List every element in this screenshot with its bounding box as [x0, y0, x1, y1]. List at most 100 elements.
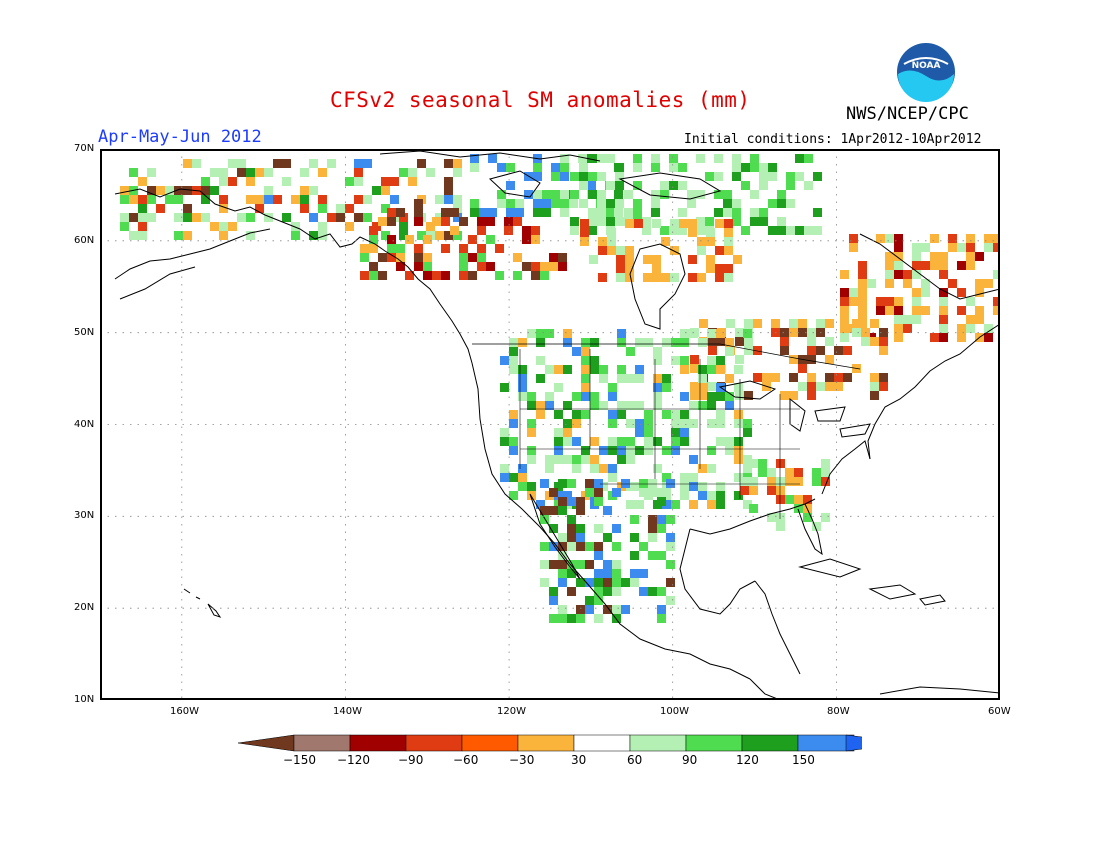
- anomaly-cell: [572, 437, 581, 446]
- anomaly-cell: [273, 159, 282, 168]
- anomaly-cell: [228, 177, 237, 186]
- anomaly-cell: [540, 262, 549, 271]
- anomaly-cell: [734, 437, 743, 446]
- anomaly-cell: [768, 226, 777, 235]
- anomaly-cell: [567, 587, 576, 596]
- anomaly-cell: [707, 500, 716, 509]
- legend-label: 30: [571, 753, 587, 767]
- anomaly-cell: [183, 186, 192, 195]
- anomaly-cell: [608, 383, 617, 392]
- anomaly-cell: [894, 306, 903, 315]
- anomaly-cell: [354, 213, 363, 222]
- anomaly-cell: [879, 337, 888, 346]
- anomaly-cell: [840, 297, 849, 306]
- anomaly-cell: [939, 252, 948, 261]
- lat-label-30n: 30N: [74, 510, 95, 521]
- anomaly-cell: [696, 190, 705, 199]
- anomaly-cell: [513, 253, 522, 262]
- anomaly-cell: [957, 261, 966, 270]
- anomaly-cell: [804, 181, 813, 190]
- anomaly-cell: [621, 578, 630, 587]
- anomaly-cell: [669, 154, 678, 163]
- anomaly-cell: [648, 533, 657, 542]
- anomaly-cell: [743, 455, 752, 464]
- anomaly-cell: [816, 319, 825, 328]
- anomaly-cell: [590, 437, 599, 446]
- anomaly-cell: [725, 401, 734, 410]
- anomaly-cell: [567, 497, 576, 506]
- anomaly-cell: [558, 506, 567, 515]
- anomaly-cell: [698, 338, 707, 347]
- anomaly-cell: [414, 199, 423, 208]
- anomaly-cell: [540, 479, 549, 488]
- anomaly-cell: [812, 522, 821, 531]
- anomaly-cell: [630, 533, 639, 542]
- anomaly-cell: [821, 513, 830, 522]
- anomaly-cell: [603, 578, 612, 587]
- anomaly-cell: [606, 199, 615, 208]
- anomaly-cell: [616, 246, 625, 255]
- anomaly-cell: [558, 560, 567, 569]
- anomaly-cell: [551, 190, 560, 199]
- anomaly-cell: [825, 337, 834, 346]
- anomaly-cell: [740, 486, 749, 495]
- anomaly-cell: [648, 479, 657, 488]
- anomaly-cell: [219, 222, 228, 231]
- anomaly-cell: [993, 243, 1000, 252]
- anomaly-cell: [585, 488, 594, 497]
- anomaly-cell: [129, 168, 138, 177]
- anomaly-cell: [716, 437, 725, 446]
- anomaly-cell: [696, 217, 705, 226]
- anomaly-cell: [732, 154, 741, 163]
- anomaly-cell: [699, 391, 708, 400]
- anomaly-cell: [696, 154, 705, 163]
- anomaly-cell: [363, 159, 372, 168]
- anomaly-cell: [662, 491, 671, 500]
- anomaly-cell: [786, 199, 795, 208]
- lon-label-100w: 100W: [660, 706, 689, 717]
- anomaly-cell: [912, 270, 921, 279]
- anomaly-cell: [567, 560, 576, 569]
- anomaly-cell: [813, 208, 822, 217]
- anomaly-cell: [588, 172, 597, 181]
- anomaly-cell: [957, 333, 966, 342]
- anomaly-cell: [789, 373, 798, 382]
- anomaly-cell: [282, 159, 291, 168]
- anomaly-cell: [453, 231, 462, 240]
- anomaly-cell: [318, 204, 327, 213]
- anomaly-cell: [708, 337, 717, 346]
- anomaly-cell: [585, 560, 594, 569]
- anomaly-cell: [527, 329, 536, 338]
- anomaly-cell: [849, 234, 858, 243]
- anomaly-cell: [594, 497, 603, 506]
- anomaly-cell: [246, 177, 255, 186]
- anomaly-cell: [776, 477, 785, 486]
- anomaly-cell: [603, 569, 612, 578]
- anomaly-cell: [639, 569, 648, 578]
- anomaly-cell: [246, 213, 255, 222]
- anomaly-cell: [201, 195, 210, 204]
- anomaly-cell: [734, 446, 743, 455]
- anomaly-cell: [816, 346, 825, 355]
- anomaly-cell: [369, 271, 378, 280]
- anomaly-cell: [715, 246, 724, 255]
- legend-label: 90: [682, 753, 698, 767]
- anomaly-cell: [885, 297, 894, 306]
- anomaly-cell: [576, 560, 585, 569]
- anomaly-cell: [579, 163, 588, 172]
- anomaly-cell: [840, 270, 849, 279]
- anomaly-cell: [444, 159, 453, 168]
- anomaly-cell: [486, 217, 495, 226]
- anomaly-cell: [858, 261, 867, 270]
- anomaly-cell: [468, 253, 477, 262]
- anomaly-cell: [563, 419, 572, 428]
- anomaly-cell: [939, 333, 948, 342]
- anomaly-cell: [435, 195, 444, 204]
- anomaly-cell: [744, 337, 753, 346]
- anomaly-cell: [879, 328, 888, 337]
- anomaly-cell: [255, 204, 264, 213]
- anomaly-cell: [363, 195, 372, 204]
- anomaly-cell: [549, 560, 558, 569]
- anomaly-cell: [843, 373, 852, 382]
- anomaly-cell: [192, 213, 201, 222]
